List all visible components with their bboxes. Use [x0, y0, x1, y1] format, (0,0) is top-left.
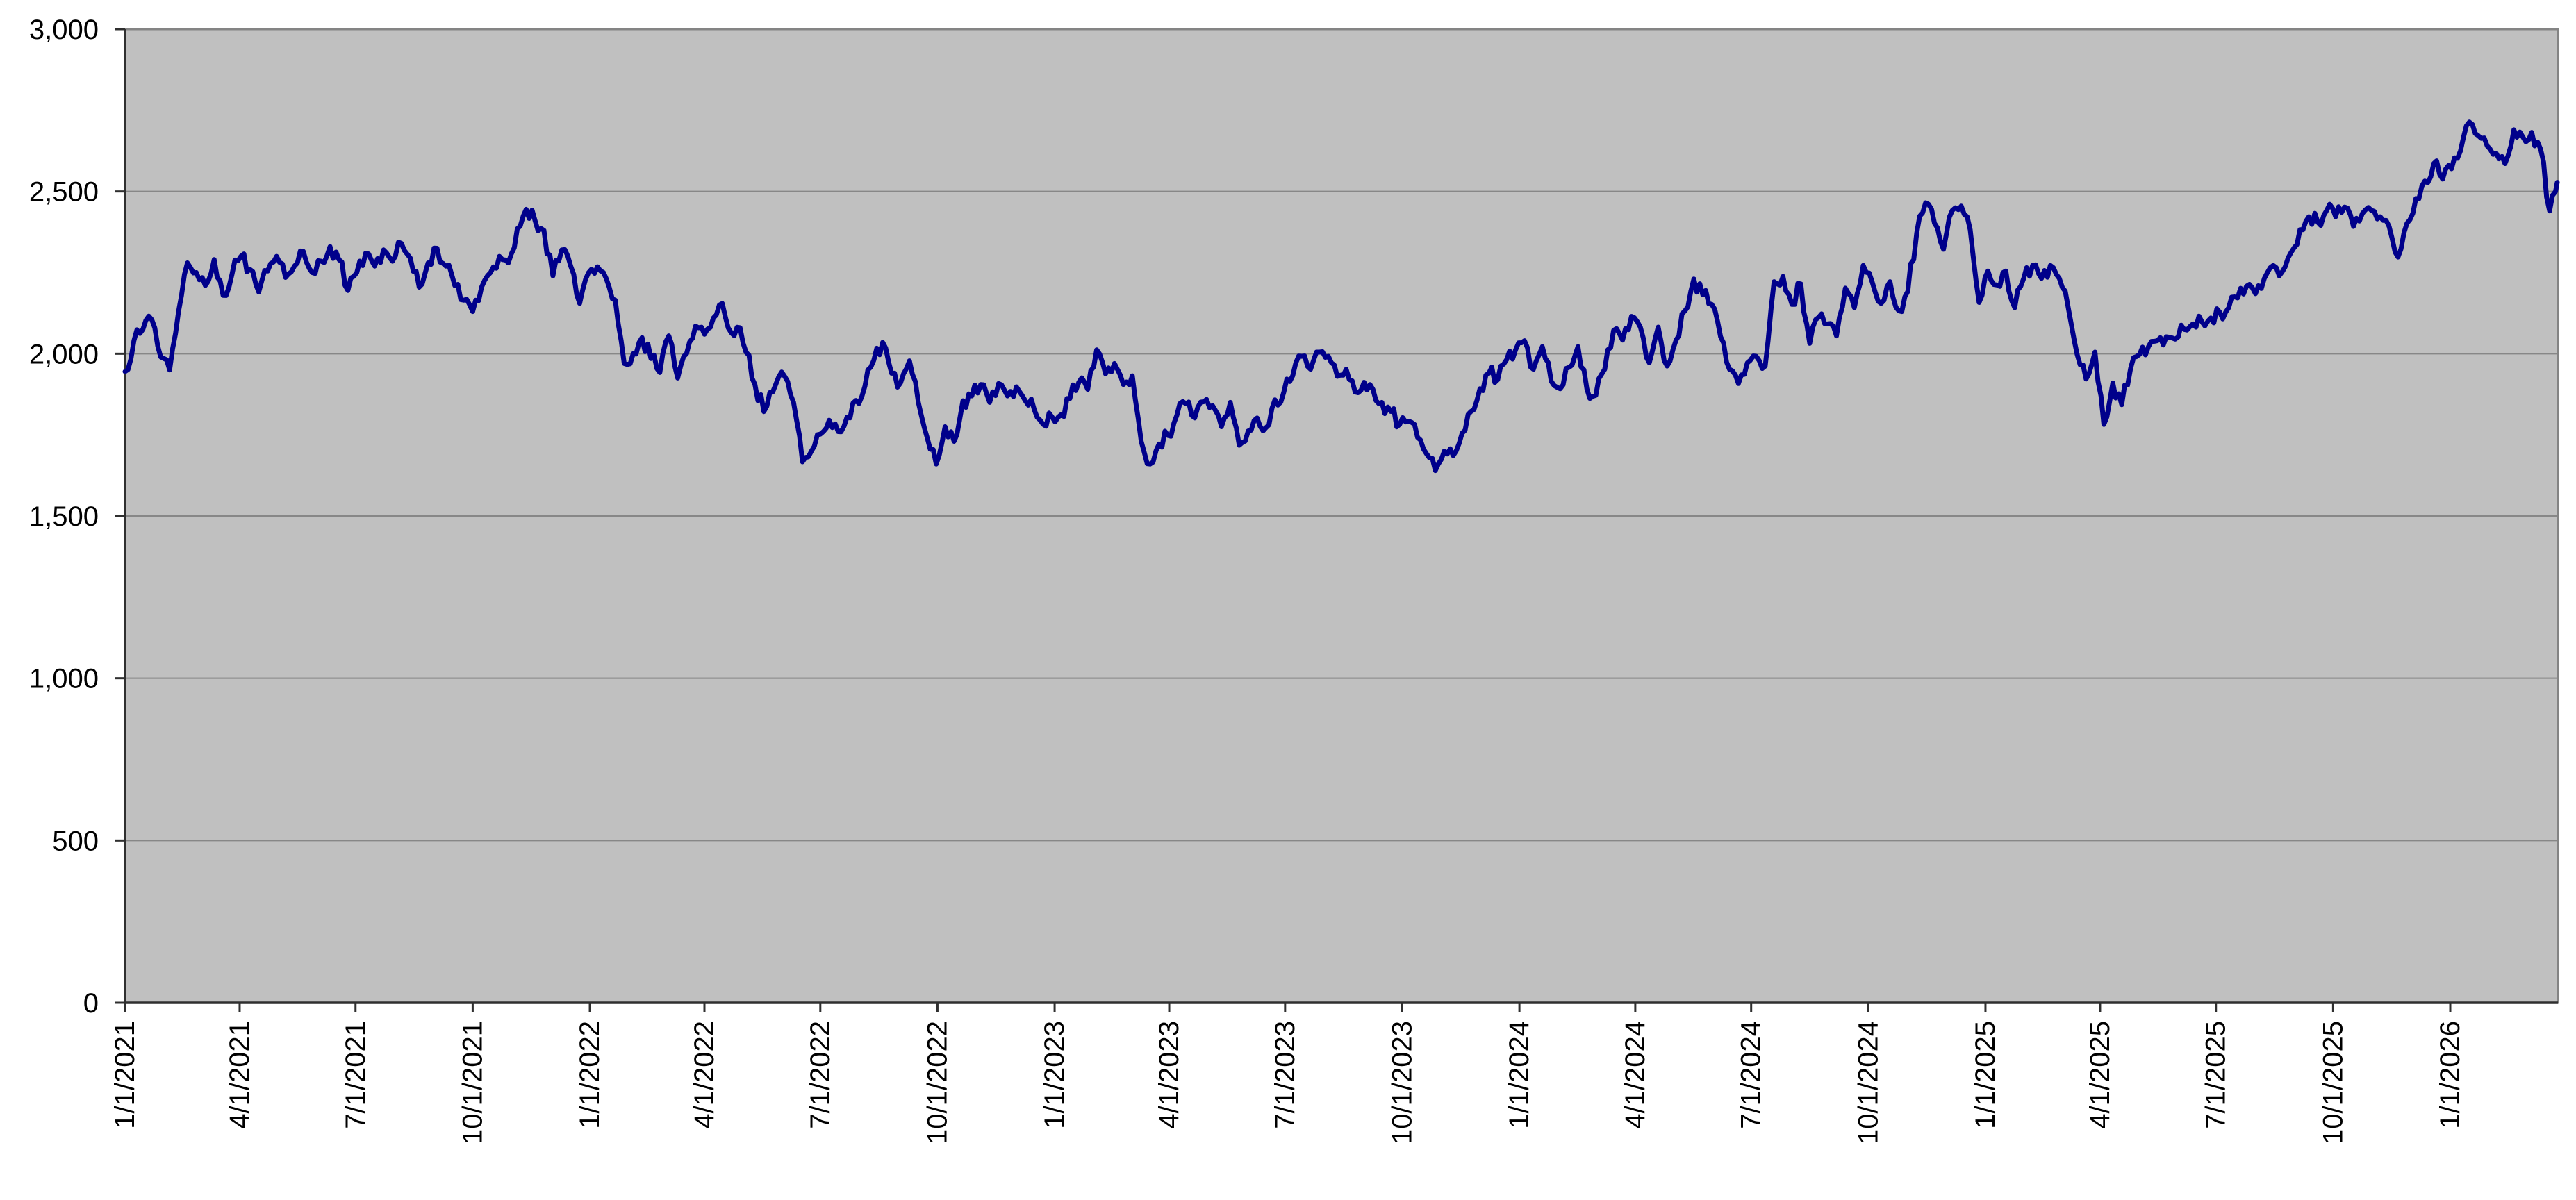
- x-tick-label: 1/1/2022: [575, 1021, 605, 1129]
- y-tick-label: 0: [83, 988, 99, 1019]
- y-tick-label: 2,500: [29, 177, 99, 208]
- x-tick-label: 10/1/2023: [1387, 1021, 1417, 1144]
- x-tick-label: 1/1/2026: [2435, 1021, 2466, 1129]
- x-tick-label: 4/1/2021: [224, 1021, 255, 1129]
- x-tick-label: 4/1/2022: [689, 1021, 720, 1129]
- y-tick-label: 1,000: [29, 664, 99, 694]
- x-tick-label: 4/1/2024: [1620, 1021, 1651, 1129]
- data-series-line: [122, 119, 2560, 474]
- x-tick-label: 7/1/2021: [340, 1021, 371, 1129]
- x-tick-label: 7/1/2023: [1270, 1021, 1301, 1129]
- x-tick-label: 7/1/2024: [1736, 1021, 1767, 1129]
- x-tick-label: 7/1/2022: [805, 1021, 836, 1129]
- x-tick-label: 1/1/2024: [1504, 1021, 1535, 1129]
- x-tick-label: 10/1/2021: [457, 1021, 488, 1144]
- y-tick-label: 500: [52, 826, 99, 856]
- x-tick-label: 4/1/2023: [1154, 1021, 1184, 1129]
- x-tick-label: 1/1/2021: [110, 1021, 140, 1129]
- y-tick-label: 2,000: [29, 339, 99, 369]
- y-tick-label: 1,500: [29, 501, 99, 532]
- x-tick-label: 7/1/2025: [2201, 1021, 2231, 1129]
- x-tick-label: 10/1/2024: [1853, 1021, 1883, 1144]
- x-tick-label: 1/1/2023: [1039, 1021, 1070, 1129]
- x-tick-label: 10/1/2022: [922, 1021, 952, 1144]
- x-tick-label: 1/1/2025: [1970, 1021, 2001, 1129]
- y-tick-label: 3,000: [29, 15, 99, 45]
- x-tick-label: 10/1/2025: [2318, 1021, 2348, 1144]
- x-tick-label: 4/1/2025: [2085, 1021, 2115, 1129]
